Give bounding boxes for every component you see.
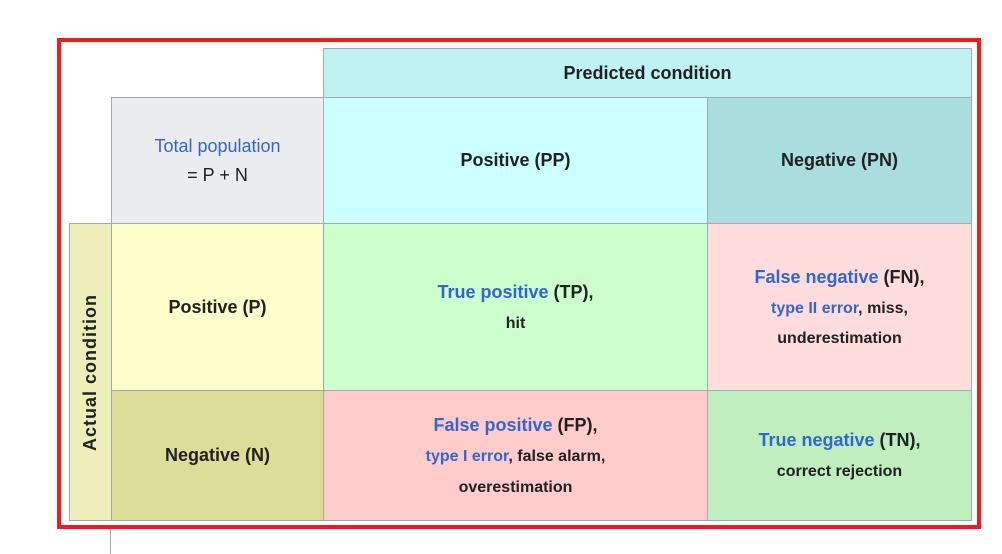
- true-positive-link[interactable]: True positive: [437, 281, 549, 302]
- total-population-cell: Total population = P + N: [111, 97, 324, 224]
- type-ii-error-link[interactable]: type II error: [771, 299, 859, 317]
- predicted-condition-header: Predicted condition: [323, 48, 972, 98]
- actual-positive-cell: Positive (P): [111, 223, 324, 391]
- type-i-error-link[interactable]: type I error: [425, 448, 509, 466]
- actual-negative-cell: Negative (N): [111, 390, 324, 521]
- total-population-formula: = P + N: [187, 164, 248, 185]
- actual-condition-label: Actual condition: [69, 223, 112, 521]
- true-positive-cell: True positive (TP), hit: [323, 223, 708, 391]
- true-negative-link[interactable]: True negative: [758, 430, 875, 451]
- predicted-negative-cell: Negative (PN): [707, 97, 972, 224]
- true-negative-cell: True negative (TN), correct rejection: [707, 390, 972, 521]
- false-positive-cell: False positive (FP), type I error, false…: [323, 390, 708, 521]
- predicted-positive-cell: Positive (PP): [323, 97, 708, 224]
- false-positive-link[interactable]: False positive: [433, 415, 553, 436]
- next-row-edge: [110, 528, 981, 554]
- false-negative-link[interactable]: False negative: [754, 266, 879, 287]
- total-population-link[interactable]: Total population: [154, 135, 281, 156]
- false-negative-cell: False negative (FN), type II error, miss…: [707, 223, 972, 391]
